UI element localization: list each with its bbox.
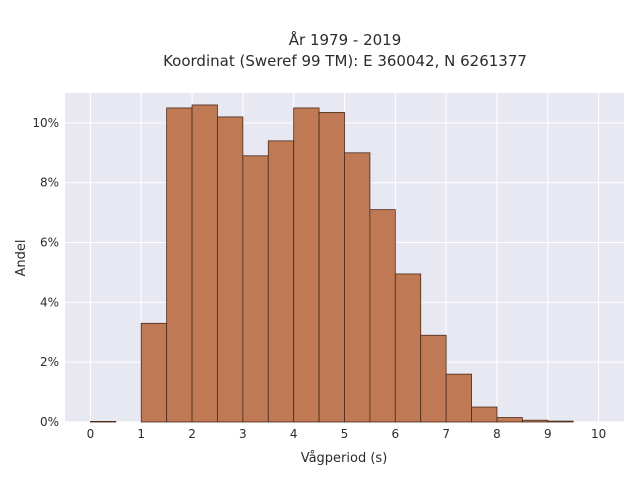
y-axis-label: Andel (14, 240, 29, 277)
histogram-bar (547, 420, 574, 423)
x-tick-label: 4 (290, 427, 298, 441)
histogram-bar (267, 140, 295, 423)
x-tick-label: 5 (341, 427, 349, 441)
histogram-bar (471, 406, 498, 423)
y-tick-label: 8% (40, 176, 59, 190)
histogram-bar (140, 322, 168, 423)
x-axis-label: Vågperiod (s) (301, 451, 388, 466)
bars (90, 104, 574, 423)
x-tick-label: 9 (544, 427, 552, 441)
x-tick-label: 0 (87, 427, 95, 441)
x-tick-label: 6 (391, 427, 399, 441)
histogram-bar (496, 417, 523, 423)
histogram-bar (217, 116, 244, 423)
histogram-bar (420, 334, 447, 423)
chart-title: År 1979 - 2019 (289, 30, 402, 49)
histogram-bar (394, 273, 422, 423)
y-tick-label: 0% (40, 415, 59, 429)
chart-subtitle: Koordinat (Sweref 99 TM): E 360042, N 62… (163, 52, 527, 70)
histogram-bar (166, 107, 193, 423)
histogram-bar (191, 104, 218, 423)
x-tick-labels: 0 1 2 3 4 5 6 7 8 9 10 (87, 427, 607, 441)
histogram-bar (90, 421, 117, 423)
histogram-bar (242, 155, 269, 423)
x-tick-label: 1 (137, 427, 145, 441)
histogram-bar (445, 373, 472, 423)
y-tick-label: 4% (40, 295, 59, 309)
y-tick-labels: 0% 2% 4% 6% 8% 10% (32, 116, 59, 429)
x-tick-label: 7 (442, 427, 450, 441)
x-tick-label: 10 (591, 427, 606, 441)
histogram-bar (344, 152, 371, 423)
histogram-bar (318, 112, 345, 423)
x-tick-label: 3 (239, 427, 247, 441)
y-tick-label: 6% (40, 236, 59, 250)
x-tick-label: 8 (493, 427, 501, 441)
y-tick-label: 2% (40, 355, 59, 369)
x-tick-label: 2 (188, 427, 196, 441)
histogram-bar (521, 419, 549, 423)
histogram-bar (293, 107, 320, 423)
histogram-bar (369, 209, 396, 423)
y-tick-label: 10% (32, 116, 59, 130)
